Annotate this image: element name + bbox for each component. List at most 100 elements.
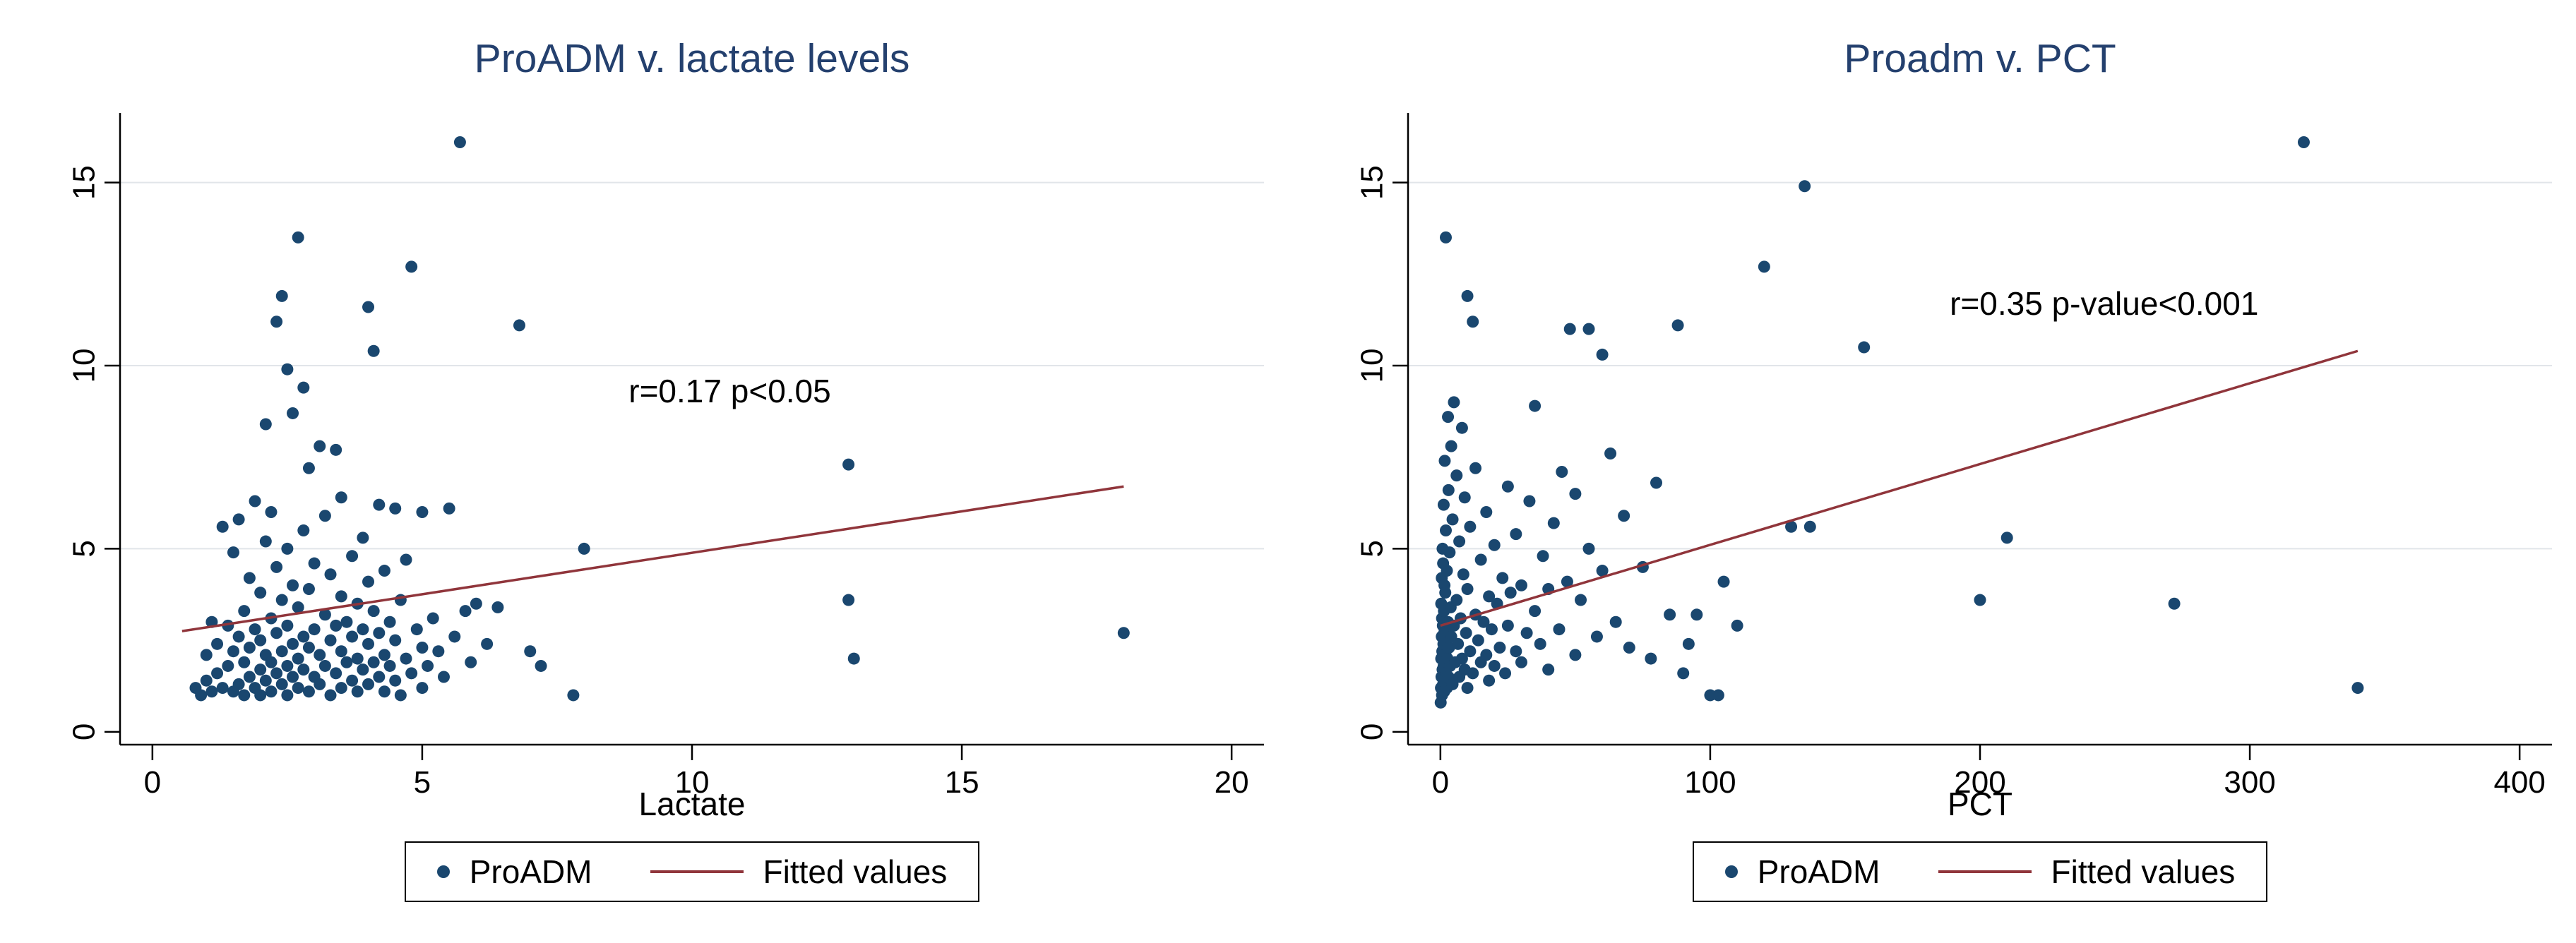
data-point xyxy=(1618,510,1630,522)
data-point xyxy=(200,649,213,661)
x-tick-label: 20 xyxy=(1215,765,1249,800)
data-point xyxy=(1483,674,1496,687)
data-point xyxy=(1510,528,1522,541)
data-point xyxy=(1461,682,1474,695)
data-point xyxy=(373,627,386,639)
data-point xyxy=(275,594,288,606)
data-point xyxy=(1645,652,1657,665)
data-point xyxy=(346,674,359,687)
data-point xyxy=(1493,642,1506,654)
data-point xyxy=(1553,623,1566,636)
data-point xyxy=(1442,483,1455,496)
data-point xyxy=(259,418,272,431)
data-point xyxy=(308,623,321,636)
legend-marker-line-icon xyxy=(650,870,744,873)
data-point xyxy=(216,682,229,695)
data-point xyxy=(1785,520,1798,533)
data-point xyxy=(243,642,256,654)
data-point xyxy=(1664,608,1676,621)
data-point xyxy=(1758,260,1770,273)
data-point xyxy=(1542,663,1555,676)
data-point xyxy=(842,594,855,606)
legend-label-fitted-values: Fitted values xyxy=(763,853,948,890)
correlation-annotation-lactate: r=0.17 p<0.05 xyxy=(628,373,831,410)
data-point xyxy=(1441,565,1453,577)
fitted-line xyxy=(181,485,1124,632)
data-point xyxy=(211,667,224,680)
data-point xyxy=(1650,476,1663,489)
data-point xyxy=(335,491,347,504)
data-point xyxy=(357,663,369,676)
x-tick-label: 0 xyxy=(1432,765,1449,800)
data-point xyxy=(1563,323,1576,335)
data-point xyxy=(1569,649,1582,661)
y-tick-label: 15 xyxy=(1355,165,1390,200)
data-point xyxy=(405,260,418,273)
data-point xyxy=(1438,455,1451,467)
data-point xyxy=(1455,421,1468,434)
data-point xyxy=(357,623,369,636)
scatter-points xyxy=(1434,136,2364,709)
data-point xyxy=(1515,579,1527,591)
legend-box-lactate: ProADM Fitted values xyxy=(404,841,980,902)
y-tick-label: 0 xyxy=(67,723,102,740)
data-point xyxy=(205,685,218,698)
data-point xyxy=(432,645,445,658)
data-point xyxy=(1534,637,1546,650)
data-point xyxy=(2000,531,2013,544)
data-point xyxy=(270,667,283,680)
data-point xyxy=(1442,411,1455,424)
data-point xyxy=(324,634,337,647)
data-point xyxy=(265,685,278,698)
data-point xyxy=(437,671,450,683)
data-point xyxy=(346,630,359,643)
data-point xyxy=(1464,645,1477,658)
data-point xyxy=(238,656,251,668)
data-point xyxy=(1461,582,1474,595)
x-tick-label: 400 xyxy=(2493,765,2545,800)
data-point xyxy=(1682,637,1695,650)
data-point xyxy=(1450,469,1463,482)
data-point xyxy=(1472,634,1484,647)
gridlines xyxy=(1408,181,2552,550)
data-point xyxy=(254,663,267,676)
data-point xyxy=(1677,667,1690,680)
data-point xyxy=(1575,594,1587,606)
data-point xyxy=(1457,568,1469,581)
y-tick-label: 5 xyxy=(67,540,102,557)
scatterplot-pct: 0 5 10 15 0 100 200 300 400 xyxy=(1355,113,2552,800)
data-point xyxy=(1717,575,1730,588)
data-point xyxy=(416,506,429,519)
data-point xyxy=(2297,136,2310,149)
data-point xyxy=(1443,546,1456,559)
data-point xyxy=(2351,682,2364,695)
data-point xyxy=(1974,594,1986,606)
data-point xyxy=(1731,619,1743,632)
chart-title-pct: Proadm v. PCT xyxy=(1844,36,2116,81)
data-point xyxy=(195,689,208,702)
data-point xyxy=(400,652,412,665)
legend-row: ProADM Fitted values xyxy=(1408,841,2552,902)
chart-title-lactate: ProADM v. lactate levels xyxy=(474,36,910,81)
gridlines xyxy=(120,181,1264,550)
data-point xyxy=(357,531,369,544)
data-point xyxy=(1547,517,1560,529)
data-point xyxy=(297,630,310,643)
data-point xyxy=(1460,627,1472,639)
data-point xyxy=(1582,542,1595,555)
data-point xyxy=(243,572,256,584)
x-tick-label: 200 xyxy=(1954,765,2005,800)
x-tick-label: 15 xyxy=(945,765,979,800)
data-point xyxy=(275,289,288,302)
data-point xyxy=(383,659,396,672)
data-point xyxy=(513,319,525,332)
x-axis-title-pct: PCT xyxy=(1948,786,2012,822)
x-tick-label: 10 xyxy=(675,765,710,800)
data-point xyxy=(270,627,283,639)
data-point xyxy=(287,407,299,419)
data-point xyxy=(232,630,245,643)
x-tick-label: 5 xyxy=(414,765,431,800)
data-point xyxy=(416,682,429,695)
data-point xyxy=(373,671,386,683)
data-point xyxy=(275,678,288,690)
